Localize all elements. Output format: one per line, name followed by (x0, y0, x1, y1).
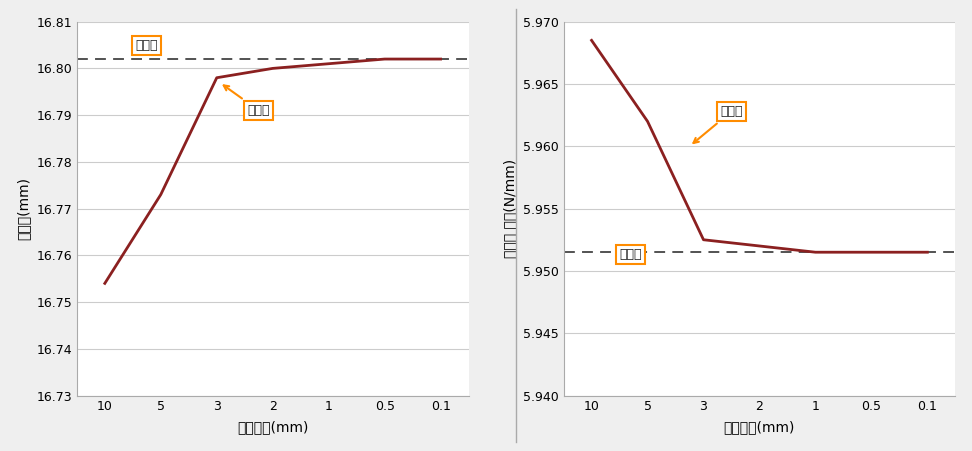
Text: 해석값: 해석값 (224, 85, 270, 117)
X-axis label: 요소크기(mm): 요소크기(mm) (237, 420, 308, 434)
Text: 해석값: 해석값 (693, 105, 743, 143)
Y-axis label: 스프링 상수(N/mm): 스프링 상수(N/mm) (503, 159, 517, 258)
X-axis label: 요소크기(mm): 요소크기(mm) (724, 420, 795, 434)
Text: 이론값: 이론값 (619, 248, 642, 261)
Text: 이론값: 이론값 (136, 39, 158, 52)
Y-axis label: 처짘량(mm): 처짘량(mm) (17, 177, 31, 240)
